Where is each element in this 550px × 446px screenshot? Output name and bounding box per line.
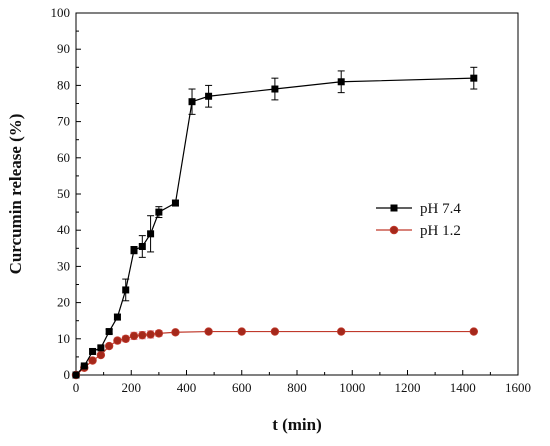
data-point [146, 330, 155, 339]
data-point [122, 286, 130, 294]
y-tick-label: 90 [57, 41, 70, 56]
data-point [138, 242, 146, 250]
x-tick-label: 1000 [339, 380, 365, 395]
series-layer [71, 66, 478, 380]
data-point [105, 328, 113, 336]
y-tick-label: 10 [57, 331, 70, 346]
series-ph-7-4 [72, 66, 478, 379]
y-tick-label: 40 [57, 222, 70, 237]
data-point [155, 208, 163, 216]
axis-ticks: 0 200 400 600 800 1000 1200 1400 1600 0 10 20 30 40 50… [51, 5, 532, 395]
y-tick-label: 70 [57, 114, 70, 129]
data-point [337, 327, 346, 336]
legend-label: pH 1.2 [420, 223, 461, 239]
legend-item: pH 7.4 [376, 201, 461, 217]
data-point [337, 78, 345, 86]
y-axis-title: Curcumin release (%) [6, 114, 25, 275]
y-tick-label: 20 [57, 295, 70, 310]
y-tick-label: 60 [57, 150, 70, 165]
data-point [129, 331, 139, 341]
data-point [80, 362, 88, 370]
data-point [237, 327, 246, 336]
x-axis-title: t (min) [272, 415, 322, 434]
data-point [88, 356, 97, 365]
data-point [113, 313, 121, 321]
x-tick-label: 1400 [450, 380, 476, 395]
plot-frame [75, 12, 519, 376]
y-tick-label: 0 [64, 367, 71, 382]
x-tick-label: 200 [122, 380, 142, 395]
series-ph-1-2 [71, 327, 478, 380]
data-point [188, 98, 196, 106]
data-point [171, 328, 180, 337]
data-point [104, 341, 114, 351]
data-point [97, 344, 105, 352]
data-point [138, 330, 147, 340]
legend-marker [389, 225, 399, 235]
data-point [113, 336, 122, 345]
legend-label: pH 7.4 [420, 201, 461, 217]
data-point [121, 334, 130, 343]
x-tick-label: 1600 [505, 380, 531, 395]
data-point [171, 199, 179, 207]
data-point [470, 74, 478, 82]
data-point [96, 350, 106, 360]
x-tick-label: 1200 [395, 380, 421, 395]
y-tick-label: 50 [57, 186, 70, 201]
data-point [154, 329, 164, 338]
data-point [204, 327, 213, 336]
legend: pH 7.4 pH 1.2 [376, 201, 461, 239]
data-point [130, 246, 138, 254]
x-tick-label: 400 [177, 380, 197, 395]
legend-item: pH 1.2 [376, 223, 461, 239]
data-point [72, 371, 80, 379]
x-tick-label: 800 [287, 380, 307, 395]
y-tick-label: 80 [57, 77, 70, 92]
x-tick-label: 0 [73, 380, 80, 395]
data-point [270, 327, 280, 336]
legend-marker [390, 204, 398, 212]
data-point [205, 92, 213, 100]
data-point [469, 327, 478, 336]
data-point [89, 347, 97, 355]
y-tick-label: 100 [51, 5, 71, 20]
y-tick-label: 30 [57, 258, 70, 273]
data-point [147, 230, 155, 238]
data-point [271, 85, 279, 93]
x-tick-label: 600 [232, 380, 252, 395]
